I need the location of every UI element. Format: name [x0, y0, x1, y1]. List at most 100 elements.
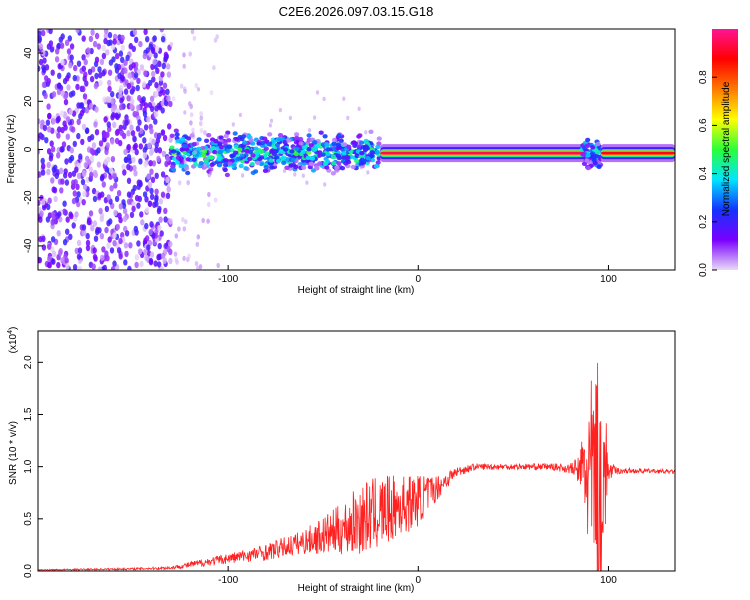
noise-speckle [161, 252, 166, 259]
noise-speckle [134, 36, 139, 43]
noise-speckle [131, 62, 136, 69]
noise-speckle [38, 171, 41, 179]
noise-speckle [199, 115, 204, 121]
noise-speckle [104, 29, 109, 35]
noise-speckle [209, 90, 214, 96]
noise-speckle [160, 71, 165, 78]
turbulent-blob [281, 155, 287, 160]
noise-speckle [56, 42, 62, 49]
turbulent-blob [359, 150, 365, 156]
turbulent-blob [314, 144, 320, 149]
noise-speckle [129, 88, 135, 95]
noise-speckle [38, 35, 42, 42]
noise-speckle [123, 88, 129, 95]
noise-speckle [71, 197, 77, 205]
noise-speckle [189, 112, 194, 118]
turbulent-blob [375, 144, 381, 149]
turbulent-blob [336, 133, 342, 138]
turbulent-blob [241, 134, 247, 139]
noise-speckle [85, 155, 90, 162]
sparse-speckle [282, 168, 287, 173]
noise-speckle [154, 172, 159, 179]
noise-speckle [105, 49, 110, 56]
turbulent-blob [180, 136, 186, 142]
sparse-speckle [315, 90, 320, 95]
noise-speckle [107, 31, 113, 39]
turbulent-blob [284, 165, 290, 170]
turbulent-blob [343, 161, 349, 166]
noise-speckle [128, 242, 133, 249]
turbulent-blob [293, 164, 299, 170]
noise-speckle [123, 67, 128, 74]
noise-speckle [133, 170, 138, 177]
turbulent-blob [262, 168, 268, 173]
y-tick-label: 1.0 [23, 459, 34, 473]
noise-speckle [93, 82, 99, 90]
noise-speckle [47, 112, 52, 120]
noise-speckle [71, 179, 76, 186]
y-tick-label: 1.5 [23, 407, 34, 421]
turbulent-blob [286, 138, 292, 143]
noise-speckle [77, 247, 83, 254]
turbulent-blob [325, 147, 331, 152]
turbulent-blob [186, 136, 192, 141]
turbulent-blob [213, 138, 219, 144]
noise-speckle [192, 35, 197, 41]
noise-speckle [181, 217, 185, 223]
turbulent-blob [276, 136, 283, 142]
turbulent-blob [331, 137, 338, 143]
noise-speckle [87, 135, 92, 143]
noise-speckle [118, 50, 124, 57]
noise-speckle [103, 116, 108, 123]
noise-speckle [63, 253, 68, 260]
turbulent-blob [306, 133, 312, 138]
sparse-speckle [241, 173, 245, 178]
spectrogram-xlabel: Height of straight line (km) [298, 285, 415, 296]
noise-speckle [92, 247, 97, 254]
noise-speckle [46, 203, 51, 211]
noise-speckle [182, 255, 186, 261]
noise-speckle [157, 132, 162, 139]
noise-speckle [165, 176, 170, 184]
noise-speckle [141, 96, 146, 103]
turbulent-blob [312, 140, 318, 145]
turbulent-blob [293, 151, 299, 157]
noise-speckle [199, 127, 204, 134]
noise-speckle [43, 92, 48, 100]
noise-speckle [143, 29, 148, 35]
noise-speckle [168, 257, 173, 265]
noise-speckle [81, 169, 87, 176]
turbulent-blob [308, 143, 314, 148]
colorbar-ticks: 0.0 0.2 0.4 0.6 0.8 [698, 70, 717, 277]
noise-speckle [186, 257, 190, 263]
noise-speckle [80, 138, 85, 146]
noise-speckle [144, 254, 149, 262]
turbulent-blob [591, 157, 597, 163]
turbulent-blob [322, 134, 328, 139]
noise-speckle [161, 150, 167, 157]
noise-speckle [134, 148, 139, 156]
noise-speckle [203, 130, 207, 136]
noise-speckle [99, 215, 105, 222]
noise-speckle [65, 116, 71, 123]
noise-speckle [78, 153, 83, 160]
turbulent-blob [585, 137, 591, 143]
y-tick-label: -40 [23, 238, 34, 253]
noise-speckle [51, 211, 56, 218]
noise-speckle [207, 191, 211, 198]
turbulent-blob [318, 130, 324, 135]
noise-speckle [77, 265, 83, 270]
noise-speckle [118, 124, 124, 131]
noise-speckle [132, 144, 137, 151]
noise-speckle [112, 232, 117, 239]
noise-speckle [48, 155, 54, 162]
noise-speckle [58, 249, 63, 257]
noise-speckle [57, 82, 62, 89]
noise-speckle [153, 118, 158, 125]
noise-speckle [119, 97, 124, 104]
noise-speckle [188, 51, 192, 57]
noise-speckle [73, 64, 78, 72]
noise-speckle [168, 136, 173, 143]
noise-speckle [160, 171, 166, 178]
noise-speckle [46, 77, 51, 85]
